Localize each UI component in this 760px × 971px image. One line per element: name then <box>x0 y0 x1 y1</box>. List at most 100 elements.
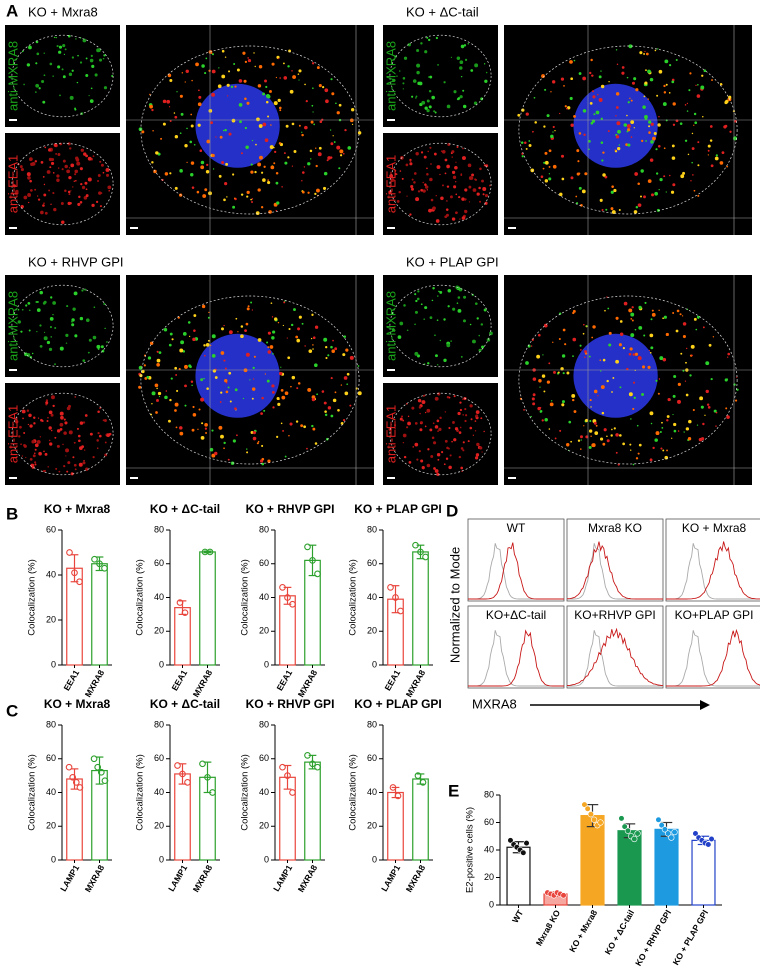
speckle <box>88 94 90 97</box>
speckle <box>433 152 437 156</box>
speckle <box>576 172 580 176</box>
speckle <box>680 174 685 179</box>
speckle <box>479 446 483 450</box>
speckle <box>204 72 207 75</box>
speckle <box>563 85 565 87</box>
speckle <box>211 429 214 432</box>
speckle <box>437 63 439 66</box>
speckle <box>638 443 642 447</box>
speckle <box>721 151 725 155</box>
speckle <box>531 338 534 341</box>
speckle <box>635 205 639 209</box>
speckle <box>462 398 464 400</box>
speckle <box>443 463 446 466</box>
speckle <box>221 49 225 53</box>
speckle <box>96 439 99 442</box>
speckle <box>604 175 608 179</box>
bar <box>617 830 642 906</box>
data-point <box>658 822 665 829</box>
speckle <box>633 127 635 129</box>
speckle <box>616 121 621 126</box>
speckle <box>611 391 613 393</box>
speckle <box>48 410 53 415</box>
data-point <box>284 772 291 779</box>
speckle <box>270 302 273 304</box>
speckle <box>715 411 718 414</box>
speckle <box>421 400 426 404</box>
speckle <box>436 295 439 297</box>
speckle <box>453 90 457 94</box>
scale-bar <box>387 477 395 479</box>
speckle <box>330 377 333 380</box>
speckle <box>641 365 646 369</box>
bar <box>304 761 321 861</box>
speckle <box>67 190 71 194</box>
speckle <box>657 145 661 148</box>
speckle <box>58 470 61 473</box>
speckle <box>334 391 337 394</box>
speckle <box>64 189 67 193</box>
speckle <box>29 424 33 428</box>
speckle <box>346 383 349 385</box>
speckle <box>441 149 446 154</box>
speckle <box>641 139 644 143</box>
speckle <box>190 380 194 384</box>
speckle <box>573 114 576 118</box>
data-point <box>314 570 321 578</box>
speckle <box>282 324 284 327</box>
speckle <box>103 86 108 90</box>
y-tick-label: 60 <box>484 817 494 827</box>
speckle <box>607 130 610 133</box>
speckle <box>657 48 659 50</box>
speckle <box>444 439 448 443</box>
x-tick-label: KO + PLAP GPI <box>671 908 711 967</box>
data-point <box>76 578 83 586</box>
speckle <box>68 430 73 435</box>
speckle <box>174 135 179 139</box>
speckle <box>329 129 332 131</box>
speckle <box>430 198 434 202</box>
speckle <box>599 198 603 202</box>
speckle <box>203 377 205 380</box>
speckle <box>32 454 36 458</box>
speckle <box>629 443 632 446</box>
cell-outline <box>140 295 360 465</box>
speckle <box>288 327 291 331</box>
speckle <box>231 118 236 123</box>
speckle <box>238 79 243 83</box>
speckle <box>349 404 352 407</box>
speckle <box>332 398 337 403</box>
speckle <box>224 182 228 186</box>
speckle <box>685 361 687 364</box>
speckle <box>57 153 61 156</box>
data-point <box>668 834 675 841</box>
data-point <box>624 827 631 834</box>
speckle <box>339 149 344 154</box>
speckle <box>615 49 618 51</box>
speckle <box>204 354 206 357</box>
speckle <box>572 311 575 315</box>
speckle <box>315 164 318 168</box>
micrograph <box>5 25 120 127</box>
speckle <box>628 352 632 356</box>
speckle <box>472 434 474 436</box>
scale-bar <box>9 369 17 371</box>
speckle <box>637 203 642 208</box>
speckle <box>629 97 631 99</box>
speckle <box>200 165 205 170</box>
speckle <box>648 120 652 124</box>
speckle <box>421 100 426 105</box>
y-axis-label: Normalized to Mode <box>447 547 462 663</box>
speckle <box>551 80 556 84</box>
speckle <box>37 198 41 201</box>
speckle <box>475 410 480 414</box>
speckle <box>158 351 162 355</box>
speckle <box>557 371 560 374</box>
speckle <box>49 166 52 169</box>
speckle <box>275 171 279 175</box>
speckle <box>659 356 664 361</box>
speckle <box>269 145 274 150</box>
data-point <box>96 560 103 568</box>
speckle <box>446 104 451 109</box>
speckle <box>600 370 602 372</box>
